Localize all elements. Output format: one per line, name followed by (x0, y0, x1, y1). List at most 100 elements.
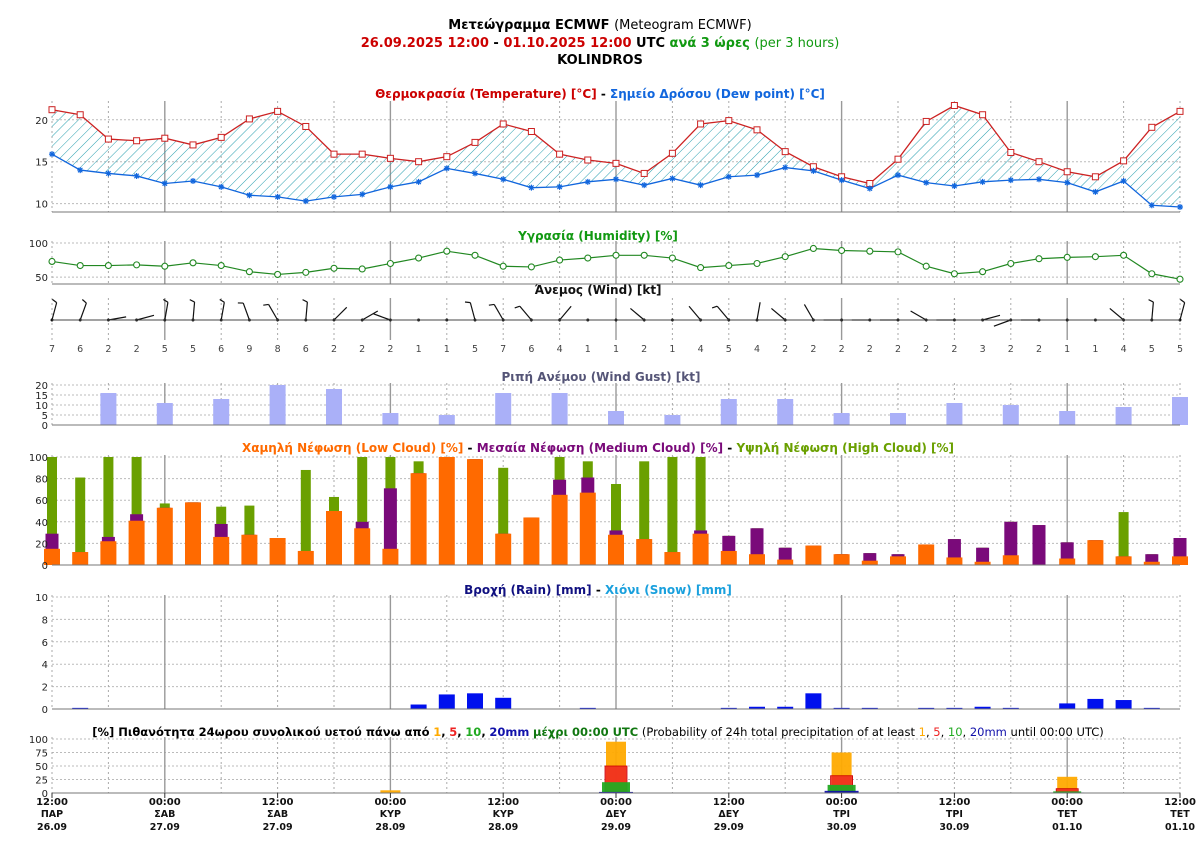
temperature-point (415, 158, 423, 166)
rain-ytick-label: 4 (42, 660, 48, 671)
gust-bar (777, 399, 794, 425)
dewpoint-marker (500, 176, 507, 183)
low-cloud-bar (100, 541, 117, 565)
wind-barb (488, 303, 505, 322)
high-cloud-bar (75, 477, 86, 565)
humidity-point (556, 256, 564, 264)
humidity-title: Υγρασία (Humidity) [%] (517, 229, 678, 243)
dewpoint-point (443, 165, 450, 172)
wind-barb-feather (514, 305, 521, 309)
dewpoint-point (1120, 177, 1127, 184)
wind-barb-feather (1179, 298, 1186, 304)
gust-bar (1172, 397, 1188, 425)
dewpoint-point (810, 167, 817, 174)
humidity-point (697, 264, 705, 272)
prob-ytick-label: 50 (35, 762, 48, 773)
high-cloud-bar (498, 467, 509, 565)
temperature-point (950, 102, 958, 110)
wind-barb-staff (333, 306, 348, 321)
dewpoint-point (1148, 202, 1155, 209)
dewpoint-marker (1177, 203, 1183, 210)
date-label: 01.10 (1165, 822, 1195, 833)
axis-layer: 1015205010005101520020406080100024681002… (29, 116, 1196, 833)
temp-ytick-label: 15 (35, 158, 48, 169)
gust-ytick-label: 0 (42, 421, 48, 432)
prob-title-greek: [%] Πιθανότητα 24ωρου συνολικού υετού πά… (92, 725, 429, 739)
dewpoint-point (838, 177, 845, 184)
low-cloud-bar (861, 560, 878, 565)
dewpoint-marker (302, 198, 309, 205)
rain-ytick-label: 2 (42, 683, 48, 694)
prob-ytick-label: 25 (35, 776, 48, 787)
dewpoint-marker (443, 165, 450, 172)
gust-ytick-label: 5 (42, 411, 48, 422)
gust-bar (382, 413, 399, 425)
humidity-point (1176, 275, 1184, 283)
low-cloud-bar (438, 457, 455, 565)
temperature-point (443, 153, 451, 161)
wind-speed-label: 5 (1177, 344, 1183, 355)
wind-barb-staff (373, 313, 391, 321)
wind-barb-staff (108, 316, 127, 321)
humidity-point (640, 251, 648, 259)
gust-bar (1115, 407, 1132, 425)
low-cloud-bar (749, 554, 765, 565)
wind-barb-feather (1148, 299, 1154, 303)
humidity-point (950, 270, 958, 278)
low-cloud-bar (128, 520, 145, 565)
gust-bar (551, 393, 568, 425)
dewpoint-marker (415, 178, 422, 185)
wind-barb-staff (910, 310, 927, 321)
temperature-point (471, 138, 479, 146)
wind-barb-staff (361, 310, 379, 321)
low-cloud-bar (777, 559, 794, 565)
time-label: 12:00 (1164, 797, 1196, 808)
wind-barb (106, 316, 127, 322)
wind-barb-staff (1151, 302, 1154, 321)
wind-speed-label: 5 (162, 344, 168, 355)
wind-barb-staff (559, 305, 572, 321)
date-label: 27.09 (263, 822, 293, 833)
dewpoint-point (331, 193, 337, 200)
wind-barb-staff (756, 302, 761, 321)
rain-bar (1059, 703, 1076, 709)
gust-bar (213, 399, 230, 425)
wind-barb-staff (493, 304, 504, 321)
day-label: ΚΥΡ (380, 809, 401, 820)
high-cloud-bar (357, 457, 368, 565)
date-label: 01.10 (1052, 822, 1082, 833)
probability-bar (380, 790, 401, 793)
date-separator: - (493, 36, 499, 51)
day-label: ΠΑΡ (41, 809, 63, 820)
wind-speed-label: 9 (246, 344, 252, 355)
dewpoint-marker (246, 192, 253, 199)
rain-bar (410, 704, 427, 709)
dewpoint-marker (133, 172, 140, 179)
wind-speed-label: 7 (500, 344, 506, 355)
gust-bar (495, 393, 512, 425)
humidity-point (274, 270, 282, 278)
temperature-point (668, 149, 676, 157)
time-label: 00:00 (1051, 797, 1083, 808)
dewpoint-point (472, 170, 478, 177)
wind-barb-staff (268, 304, 279, 321)
wind-speed-label: 1 (1092, 344, 1098, 355)
time-label: 12:00 (938, 797, 970, 808)
high-cloud-bar (667, 457, 678, 565)
wind-barb-staff (993, 319, 1012, 327)
dewpoint-point (1092, 188, 1099, 195)
temperature-point (133, 137, 141, 145)
medium-cloud-bar (1032, 525, 1046, 565)
day-label: ΔΕΥ (606, 809, 627, 820)
humidity-point (1148, 270, 1156, 278)
wind-barb-feather (263, 303, 269, 306)
temperature-point (640, 169, 648, 177)
wind-barb-staff (242, 302, 250, 321)
humidity-point (443, 247, 451, 255)
dewpoint-point (584, 178, 591, 185)
wind-speed-label: 2 (895, 344, 901, 355)
temperature-point (217, 133, 225, 141)
dewpoint-point (49, 151, 55, 158)
date-label: 30.09 (827, 822, 857, 833)
low-cloud-bar (579, 492, 596, 565)
